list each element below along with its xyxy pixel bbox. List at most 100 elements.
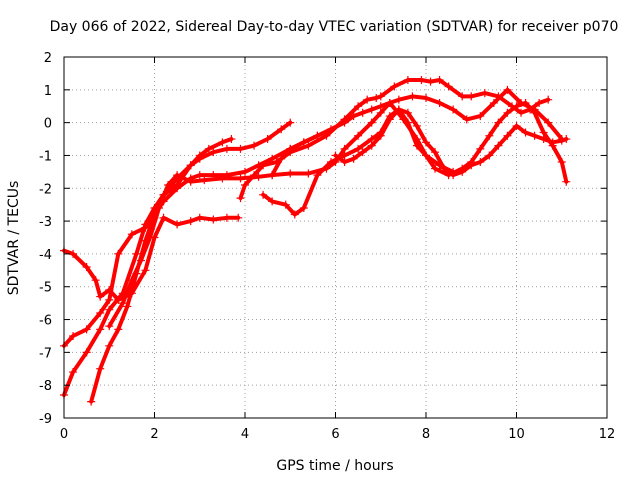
data-point-marker: [96, 292, 105, 301]
y-tick-label: -2: [39, 182, 52, 197]
data-point-marker: [354, 144, 363, 153]
data-point-marker: [372, 94, 381, 103]
data-point-marker: [222, 144, 231, 153]
y-tick-label: -1: [39, 149, 52, 164]
data-point-marker: [385, 98, 394, 107]
data-point-marker: [123, 302, 132, 311]
data-point-marker: [218, 138, 227, 147]
data-point-marker: [114, 325, 123, 334]
data-point-marker: [96, 308, 105, 317]
data-point-marker: [394, 105, 403, 114]
data-point-marker: [394, 95, 403, 104]
data-point-marker: [155, 203, 164, 212]
data-point-marker: [349, 112, 358, 121]
data-point-marker: [268, 171, 277, 180]
x-axis-label: GPS time / hours: [276, 458, 393, 474]
data-point-marker: [173, 171, 182, 180]
data-point-marker: [403, 118, 412, 127]
y-tick-label: -6: [39, 314, 52, 329]
data-point-marker: [539, 135, 548, 144]
data-point-marker: [376, 92, 385, 101]
data-point-marker: [367, 141, 376, 150]
data-point-marker: [254, 172, 263, 181]
data-point-marker: [467, 161, 476, 170]
y-tick-label: -4: [39, 248, 52, 263]
data-point-marker: [544, 118, 553, 127]
data-point-marker: [186, 161, 195, 170]
data-point-marker: [517, 108, 526, 117]
data-point-marker: [105, 295, 114, 304]
data-point-marker: [340, 158, 349, 167]
data-point-marker: [358, 108, 367, 117]
data-point-marker: [304, 141, 313, 150]
x-tick-label: 12: [599, 427, 616, 442]
data-point-marker: [82, 325, 91, 334]
data-point-marker: [562, 135, 571, 144]
data-point-marker: [241, 180, 249, 189]
data-point-marker: [195, 154, 204, 163]
data-point-marker: [426, 77, 435, 86]
data-point-marker: [449, 171, 458, 180]
data-point-marker: [562, 177, 571, 186]
x-tick-label: 10: [508, 427, 525, 442]
data-point-marker: [164, 180, 173, 189]
x-tick-label: 6: [331, 427, 339, 442]
data-point-marker: [340, 118, 349, 127]
x-tick-label: 2: [150, 427, 158, 442]
data-point-marker: [186, 177, 195, 186]
y-axis-label: SDTVAR / TECUs: [6, 181, 22, 296]
data-point-marker: [96, 364, 105, 373]
x-tick-label: 0: [60, 427, 68, 442]
data-point-marker: [349, 154, 358, 163]
series-line: [62, 120, 293, 397]
data-point-marker: [136, 256, 145, 265]
data-point-marker: [114, 249, 123, 258]
data-point-marker: [82, 263, 91, 272]
series-line: [107, 100, 456, 329]
data-point-marker: [440, 164, 449, 173]
data-point-marker: [105, 305, 114, 314]
data-point-marker: [263, 135, 272, 144]
data-point-marker: [376, 131, 385, 140]
data-point-marker: [449, 105, 458, 114]
data-point-marker: [118, 299, 127, 308]
data-point-marker: [354, 102, 363, 111]
data-point-marker: [403, 75, 412, 84]
x-tick-label: 4: [241, 427, 249, 442]
data-point-marker: [431, 148, 440, 157]
data-point-marker: [476, 112, 485, 121]
data-point-marker: [548, 138, 557, 147]
data-point-marker: [209, 215, 218, 224]
data-point-marker: [259, 190, 268, 199]
data-point-marker: [412, 141, 421, 150]
data-point-marker: [299, 203, 308, 212]
series-track-7: [268, 85, 566, 180]
data-point-marker: [141, 266, 150, 275]
data-point-marker: [367, 118, 376, 127]
data-point-marker: [326, 158, 335, 167]
data-point-marker: [87, 397, 96, 406]
data-point-marker: [286, 169, 295, 178]
data-point-marker: [403, 108, 412, 117]
series-track-3: [60, 118, 295, 400]
data-point-marker: [313, 131, 322, 140]
data-point-marker: [204, 144, 213, 153]
y-tick-label: -8: [39, 379, 52, 394]
data-point-marker: [96, 325, 105, 334]
data-point-marker: [105, 322, 114, 331]
data-point-marker: [82, 348, 91, 357]
data-point-marker: [354, 131, 363, 140]
data-point-marker: [250, 171, 259, 180]
data-point-marker: [494, 118, 503, 127]
data-point-marker: [127, 276, 136, 285]
data-point-marker: [412, 121, 421, 130]
y-tick-label: 2: [44, 51, 52, 66]
data-point-marker: [91, 276, 100, 285]
data-point-marker: [476, 144, 485, 153]
chart-title: Day 066 of 2022, Sidereal Day-to-day VTE…: [50, 19, 619, 35]
data-point-marker: [557, 136, 566, 145]
data-point-marker: [521, 128, 530, 137]
data-point-marker: [422, 138, 430, 147]
data-point-marker: [422, 94, 430, 103]
